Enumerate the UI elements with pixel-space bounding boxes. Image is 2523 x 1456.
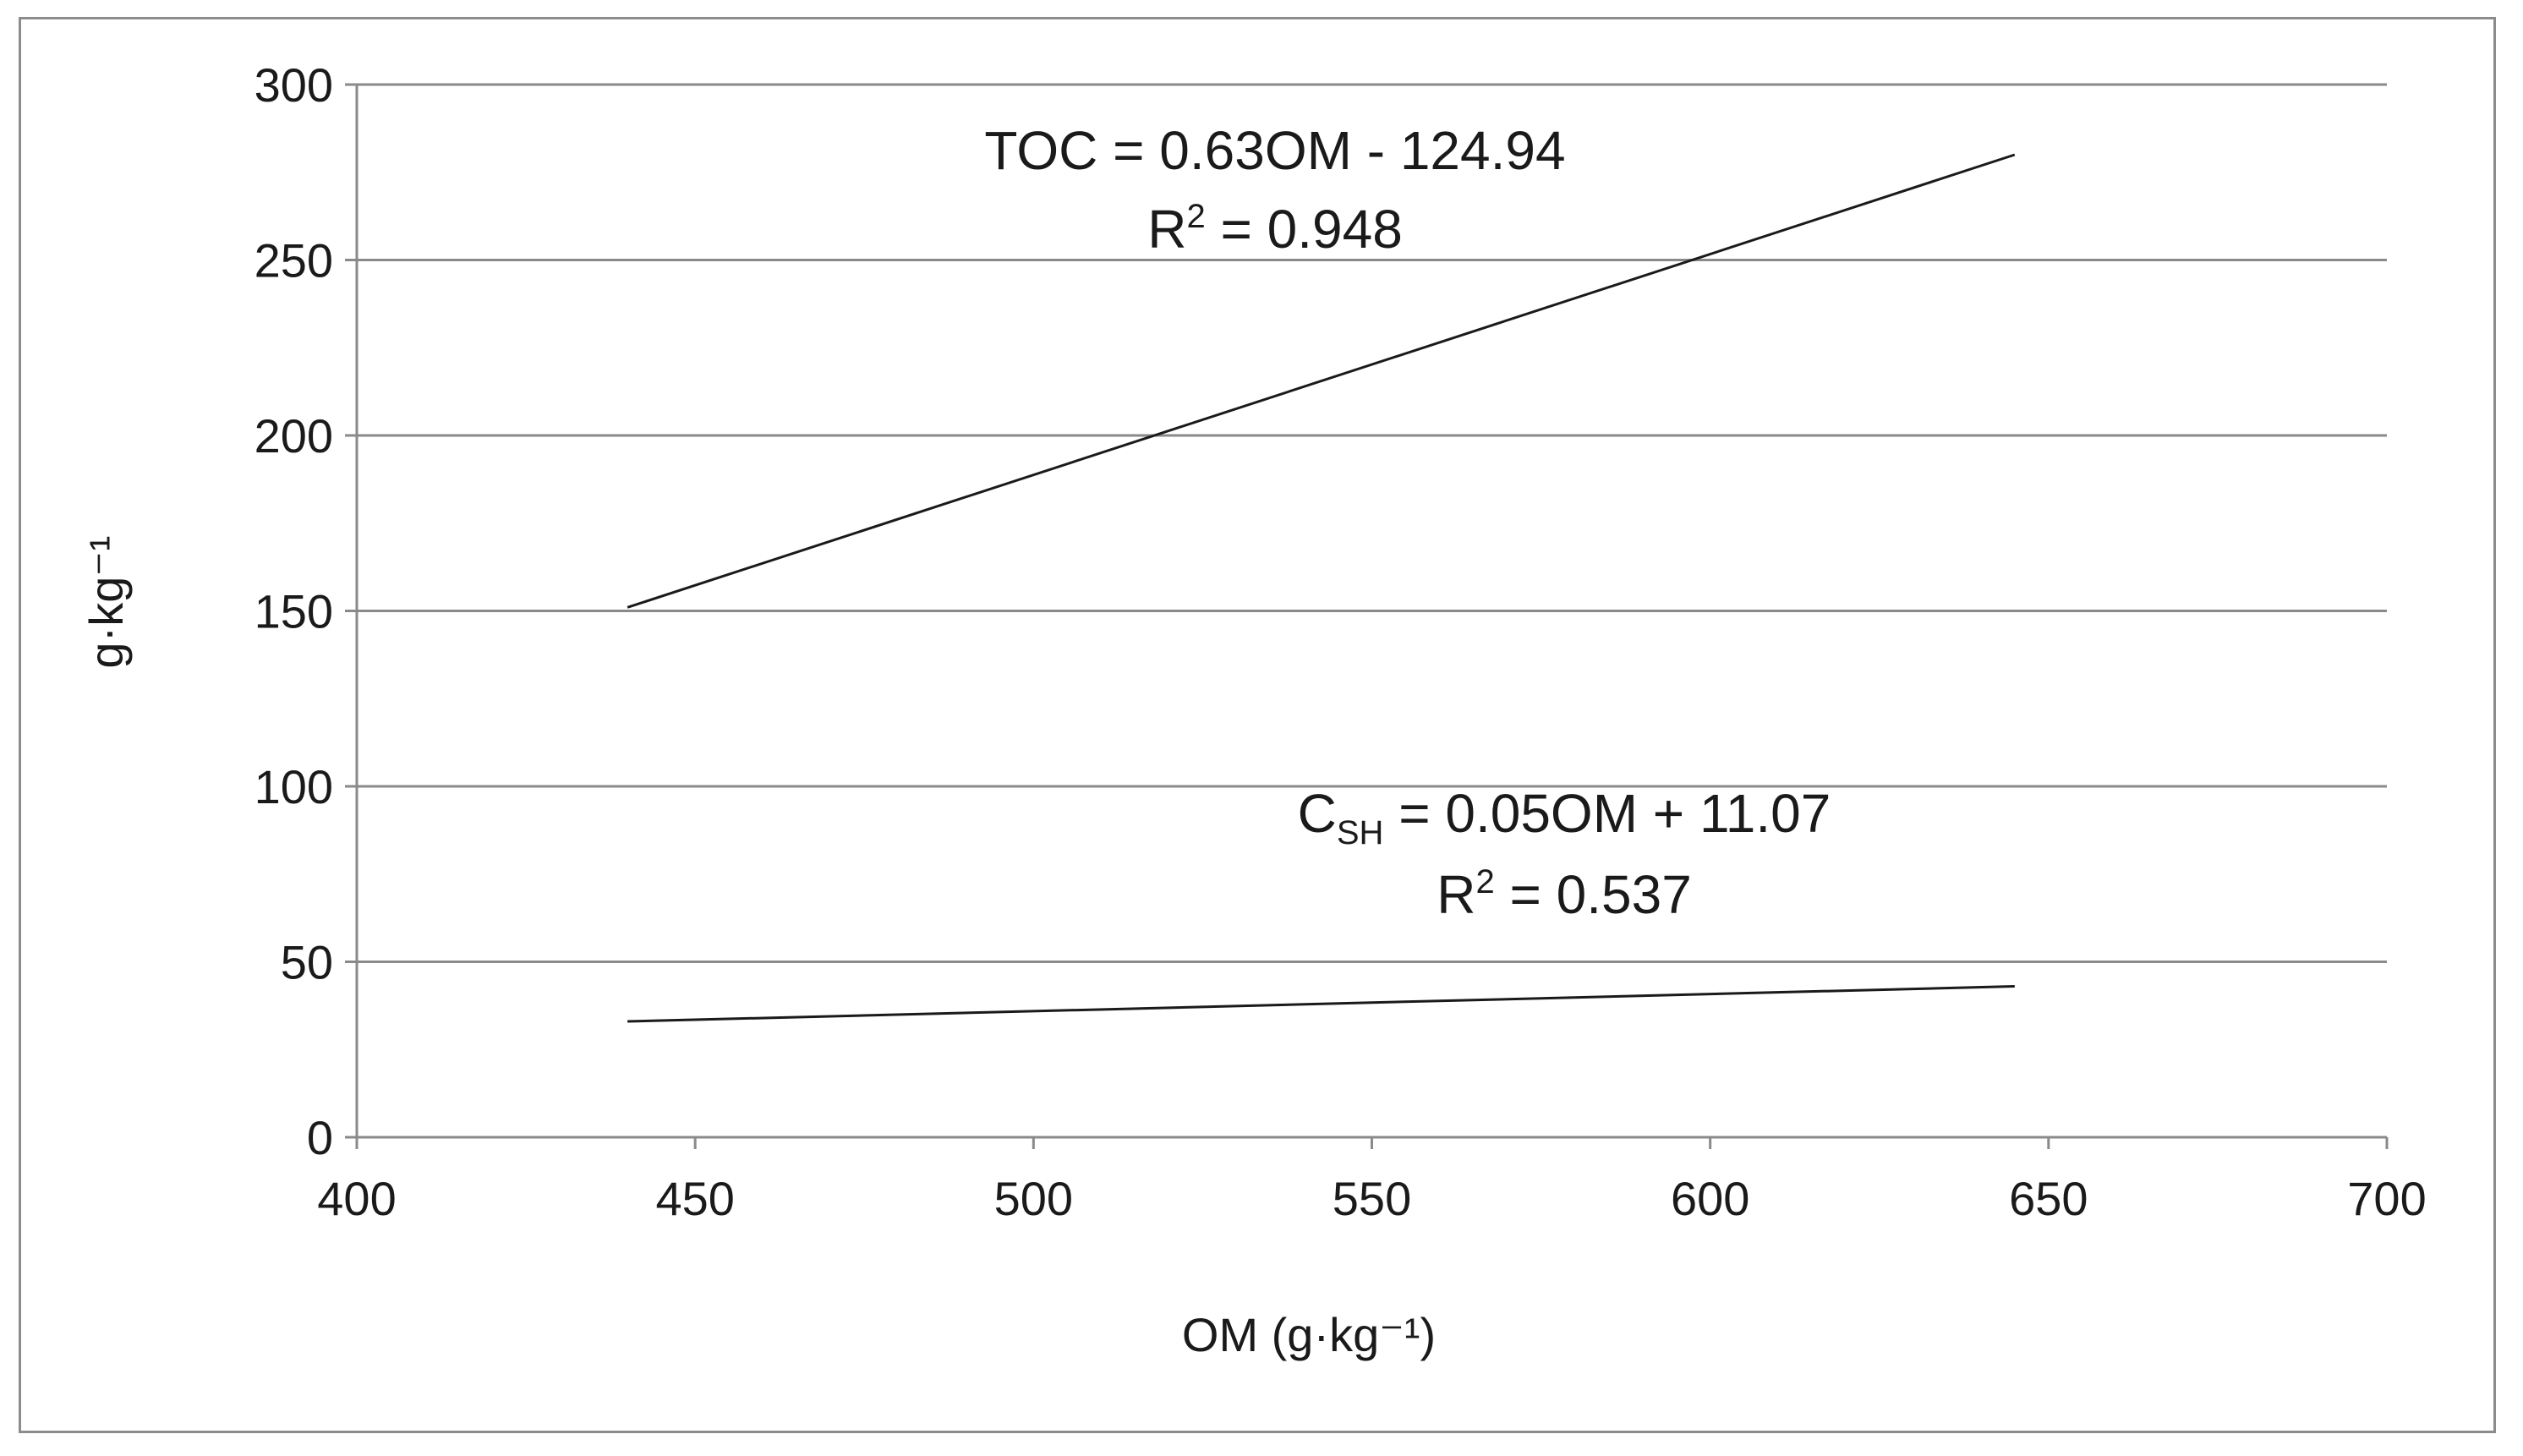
y-tick-label: 0 <box>307 1111 333 1164</box>
toc-r-label: R <box>1147 199 1186 260</box>
csh-r-superscript: 2 <box>1475 863 1494 900</box>
x-tick-label: 650 <box>2009 1172 2088 1225</box>
y-axis-title: g·kg⁻¹ <box>79 535 133 668</box>
csh-equation-rest: = 0.05OM + 11.07 <box>1383 783 1831 844</box>
x-tick-label: 450 <box>655 1172 734 1225</box>
y-tick-label: 300 <box>254 58 333 112</box>
tick-labels: 0 50 100 150 200 250 300 400 450 500 550 600 650 700 <box>254 58 2427 1225</box>
grid-lines <box>345 83 2387 963</box>
x-tick-label: 500 <box>994 1172 1073 1225</box>
toc-equation: TOC = 0.63OM - 124.94 <box>984 120 1565 181</box>
y-tick-label: 150 <box>254 585 333 638</box>
csh-r-squared: R2 = 0.537 <box>1437 863 1692 925</box>
csh-trend-line <box>627 985 2015 1023</box>
axes <box>345 85 2389 1149</box>
x-tick-label: 550 <box>1333 1172 1411 1225</box>
toc-r-superscript: 2 <box>1186 198 1205 235</box>
toc-equation-annotation: TOC = 0.63OM - 124.94 R2 = 0.948 <box>984 120 1565 260</box>
x-tick-label: 400 <box>317 1172 396 1225</box>
trend-lines <box>627 153 2016 1023</box>
csh-equation-annotation: CSH = 0.05OM + 11.07 R2 = 0.537 <box>1298 783 1831 925</box>
toc-r-squared: R2 = 0.948 <box>1147 198 1403 260</box>
csh-r-label: R <box>1437 864 1475 925</box>
y-tick-label: 200 <box>254 409 333 463</box>
csh-equation: CSH = 0.05OM + 11.07 <box>1298 783 1831 851</box>
chart-frame <box>19 17 2496 1433</box>
x-tick-label: 700 <box>2347 1172 2426 1225</box>
csh-r-value: = 0.537 <box>1495 864 1692 925</box>
x-axis-title: OM (g·kg⁻¹) <box>1182 1308 1436 1361</box>
toc-r-value: = 0.948 <box>1206 199 1403 260</box>
y-tick-label: 50 <box>281 936 333 989</box>
toc-trend-line <box>627 153 2016 609</box>
csh-subscript: SH <box>1337 814 1384 851</box>
y-tick-label: 250 <box>254 234 333 287</box>
y-tick-label: 100 <box>254 760 333 813</box>
x-tick-label: 600 <box>1671 1172 1749 1225</box>
csh-c-label: C <box>1298 783 1337 844</box>
